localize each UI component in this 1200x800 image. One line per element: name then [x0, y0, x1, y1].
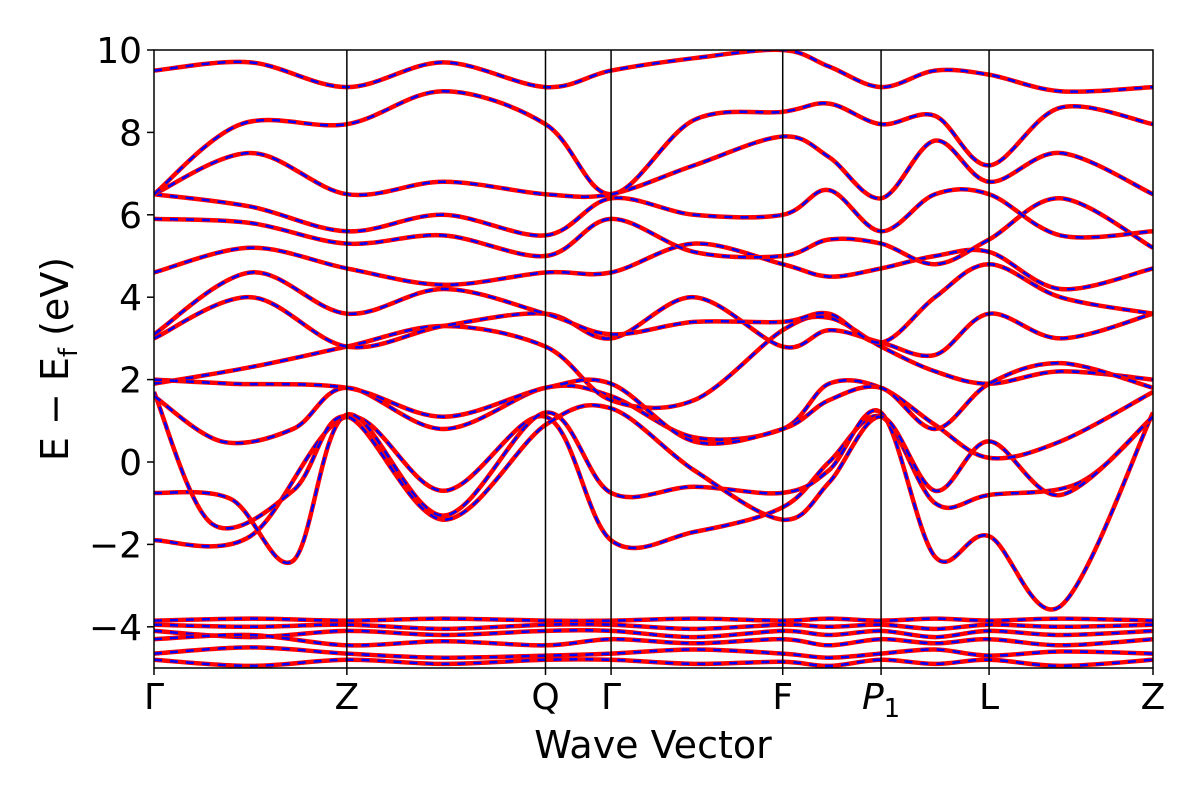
- high-symmetry-lines: [346, 50, 990, 668]
- band-line-dashed-12: [154, 89, 1153, 196]
- band-line-dashed-2: [154, 391, 1153, 530]
- y-tick-label: 0: [119, 443, 142, 484]
- x-tick-label: Γ: [144, 677, 164, 718]
- x-tick-label: Q: [531, 677, 559, 718]
- y-tick-label: 2: [119, 361, 142, 402]
- band-line-dashed-5: [154, 361, 1153, 445]
- band-line-dashed-3: [154, 378, 1153, 460]
- plot-frame: [153, 49, 1154, 669]
- y-tick-label: 8: [119, 113, 142, 154]
- x-axis-title: Wave Vector: [534, 723, 772, 767]
- x-axis-ticks: Γ Z Q Γ F P1 L Z: [144, 668, 1165, 724]
- y-tick-label: 4: [119, 278, 142, 319]
- y-axis-title: E − Ef (eV): [33, 257, 84, 461]
- x-tick-label: Z: [335, 677, 360, 718]
- y-tick-label: −2: [89, 525, 142, 566]
- band-line-dashed-0: [154, 414, 1153, 550]
- y-axis-ticks: −4 −2 0 2 4 6 8 10: [89, 31, 154, 649]
- x-tick-label: F: [772, 677, 793, 718]
- y-tick-label: −4: [89, 608, 142, 649]
- y-tick-label: 10: [96, 31, 142, 72]
- x-tick-label: P1: [862, 677, 900, 724]
- x-tick-label: Γ: [601, 677, 621, 718]
- x-tick-label: L: [979, 677, 999, 718]
- y-tick-label: 6: [119, 196, 142, 237]
- x-tick-label: Z: [1141, 677, 1166, 718]
